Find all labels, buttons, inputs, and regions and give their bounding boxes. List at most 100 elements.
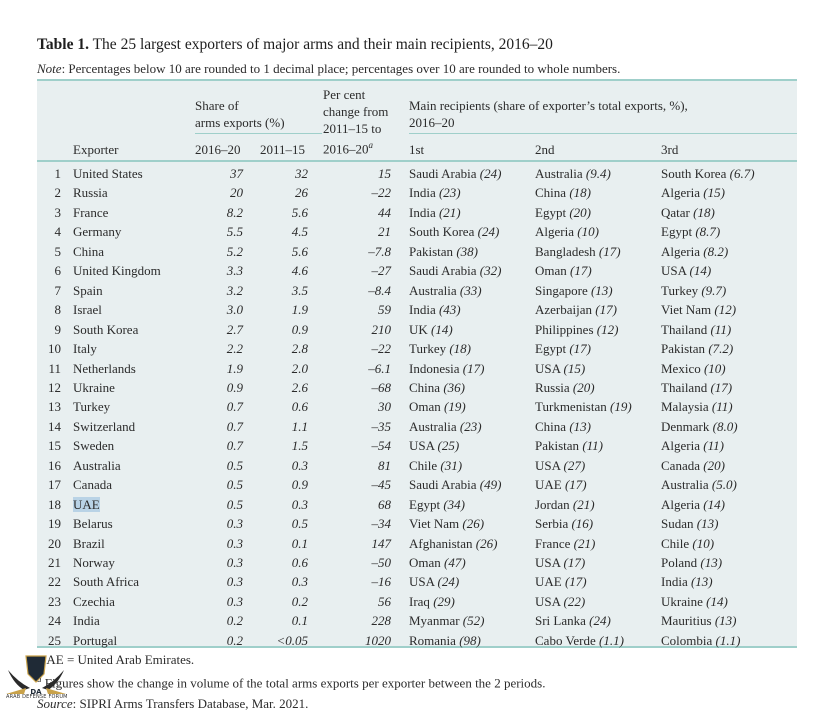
recipient-name: Saudi Arabia — [409, 166, 477, 181]
recipient-2nd-cell: UAE (17) — [535, 572, 587, 591]
recipient-3rd-cell: Malaysia (11) — [661, 397, 733, 416]
exporter-name: Netherlands — [73, 360, 136, 376]
recipient-share: (32) — [479, 263, 502, 279]
share-2011-15-cell: 0.3 — [291, 574, 308, 590]
exporter-cell: Norway — [73, 553, 115, 572]
recipient-share: (17) — [598, 243, 621, 259]
share-2011-15-cell: 0.2 — [291, 593, 308, 609]
share-2016-20-cell: 0.5 — [226, 477, 243, 493]
recipient-3rd-cell: Egypt (8.7) — [661, 222, 720, 241]
share-2016-20-cell: 0.7 — [226, 399, 243, 415]
recipient-2nd-cell: Pakistan (11) — [535, 436, 603, 455]
share-2016-20-cell: 0.9 — [226, 379, 243, 395]
recipient-name: Viet Nam — [409, 516, 460, 532]
exporter-name: Israel — [73, 302, 102, 318]
recipient-3rd-cell: Algeria (8.2) — [661, 242, 728, 261]
table-row: 23 Czechia 0.3 0.2 56 Iraq (29) USA (22) Ukrain… — [37, 592, 797, 611]
recipient-2nd-cell: UAE (17) — [535, 475, 587, 494]
exporter-cell: France — [73, 203, 108, 222]
exporter-name: Czechia — [73, 593, 115, 609]
recipient-share: (17) — [564, 477, 587, 493]
exporter-name: UAE — [73, 496, 100, 512]
share-2016-20-cell: 2.7 — [226, 321, 243, 337]
exporter-name: Norway — [73, 555, 115, 570]
recipient-2nd-cell: USA (27) — [535, 456, 585, 475]
exporter-cell: Australia — [73, 456, 121, 475]
change-cell: 44 — [378, 204, 391, 220]
source-text: : SIPRI Arms Transfers Database, Mar. 20… — [72, 696, 309, 711]
table-row: 3 France 8.2 5.6 44 India (21) Egypt (20) Qatar… — [37, 203, 797, 222]
share-2016-20-cell: 3.2 — [226, 282, 243, 298]
recipient-name: Cabo Verde — [535, 632, 596, 648]
change-cell: 15 — [378, 166, 391, 181]
recipient-share: (24) — [589, 613, 611, 629]
header-exporter: Exporter — [73, 142, 119, 157]
table-row: 18 UAE 0.5 0.3 68 Egypt (34) Jordan (21) Algeri… — [37, 495, 797, 514]
change-cell: –22 — [371, 185, 392, 201]
recipient-3rd-cell: Sudan (13) — [661, 514, 718, 533]
recipient-3rd-cell: Qatar (18) — [661, 203, 715, 222]
recipient-share: (52) — [462, 613, 485, 629]
recipient-name: China — [535, 418, 567, 434]
rank-cell: 17 — [48, 477, 61, 493]
exporter-cell: Switzerland — [73, 417, 135, 436]
recipient-name: Jordan — [535, 496, 570, 512]
recipient-1st-cell: India (23) — [409, 183, 461, 202]
recipient-2nd-cell: Azerbaijan (17) — [535, 300, 617, 319]
share-2016-20-cell: 0.3 — [226, 574, 243, 590]
rank-cell: 13 — [48, 399, 61, 415]
recipient-3rd-cell: Chile (10) — [661, 534, 714, 553]
change-cell: –45 — [371, 477, 392, 493]
recipient-name: USA — [535, 593, 561, 609]
rank-cell: 4 — [54, 224, 62, 240]
recipient-share: (17) — [462, 360, 485, 376]
exporter-cell: Netherlands — [73, 359, 136, 378]
recipient-name: Australia — [661, 477, 709, 493]
recipient-share: (25) — [437, 438, 460, 454]
recipient-name: USA — [409, 574, 435, 590]
recipient-share: (13) — [569, 418, 591, 434]
exporter-cell: Spain — [73, 281, 103, 300]
recipient-1st-cell: Pakistan (38) — [409, 242, 478, 261]
recipient-share: (11) — [582, 438, 604, 454]
recipient-name: Australia — [409, 418, 457, 434]
recipient-name: Pakistan — [535, 438, 580, 454]
recipient-3rd-cell: Algeria (11) — [661, 436, 724, 455]
recipient-name: USA — [535, 457, 561, 473]
recipient-1st-cell: Iraq (29) — [409, 592, 455, 611]
table-row: 24 India 0.2 0.1 228 Myanmar (52) Sri Lanka (2… — [37, 611, 797, 630]
recipient-share: (34) — [443, 496, 465, 512]
recipient-share: (20) — [572, 379, 595, 395]
rank-cell: 8 — [54, 302, 62, 318]
recipient-share: (43) — [438, 302, 461, 318]
recipient-share: (10) — [577, 224, 599, 240]
share-group-rule — [195, 133, 322, 134]
share-2011-15-cell: <0.05 — [276, 632, 308, 648]
table-row: 9 South Korea 2.7 0.9 210 UK (14) Philippines … — [37, 320, 797, 339]
rank-cell: 20 — [48, 535, 61, 551]
rank-cell: 11 — [48, 360, 61, 376]
recipient-name: Ukraine — [661, 593, 703, 609]
share-2016-20-cell: 8.2 — [226, 204, 243, 220]
recipient-share: (17) — [595, 302, 617, 318]
recipient-3rd-cell: Viet Nam (12) — [661, 300, 736, 319]
rank-cell: 18 — [48, 496, 61, 512]
recipient-name: Russia — [535, 379, 570, 395]
exporter-name: Spain — [73, 282, 103, 298]
header-2nd: 2nd — [535, 142, 555, 157]
exporter-name: Portugal — [73, 632, 118, 648]
recipient-3rd-cell: Canada (20) — [661, 456, 725, 475]
recipient-name: Algeria — [535, 224, 574, 240]
share-2016-20-cell: 0.3 — [226, 555, 243, 570]
recipient-share: (9.4) — [585, 166, 611, 181]
table-label: Table 1. — [37, 36, 89, 53]
share-2011-15-cell: 0.6 — [291, 555, 308, 570]
recipient-2nd-cell: Oman (17) — [535, 261, 592, 280]
recipient-2nd-cell: Australia (9.4) — [535, 164, 611, 183]
share-2011-15-cell: 0.9 — [291, 477, 308, 493]
table-row: 11 Netherlands 1.9 2.0 –6.1 Indonesia (17) USA… — [37, 359, 797, 378]
recipient-1st-cell: Australia (23) — [409, 417, 482, 436]
share-2011-15-cell: 2.6 — [291, 379, 308, 395]
footnote-source: Source: SIPRI Arms Transfers Database, M… — [37, 696, 308, 712]
share-2011-15-cell: 0.3 — [291, 496, 308, 512]
